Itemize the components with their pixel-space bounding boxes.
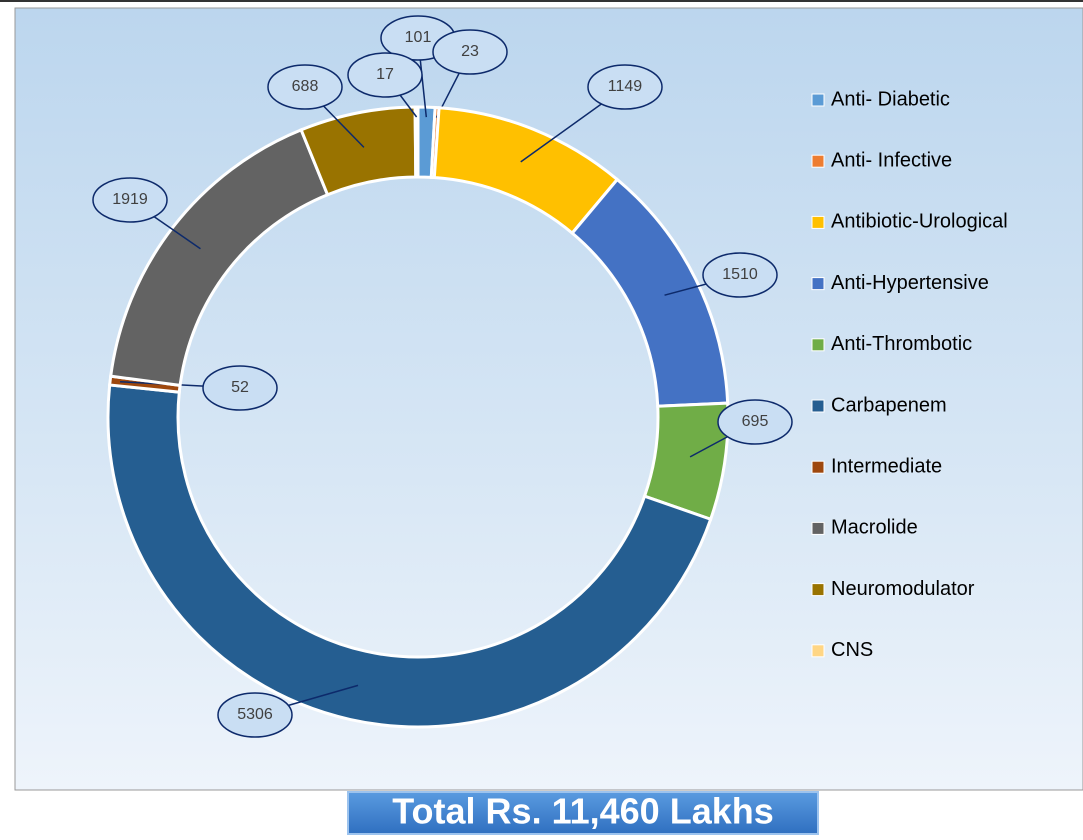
legend-label: CNS [831, 639, 873, 661]
legend-swatch [811, 154, 825, 168]
slice [106, 383, 713, 729]
data-label: 5306 [237, 706, 273, 723]
legend-label: Intermediate [831, 455, 942, 477]
legend-label: Carbapenem [831, 394, 947, 416]
legend-label: Anti- Infective [831, 149, 952, 171]
slice [413, 105, 420, 179]
data-label: 52 [231, 379, 249, 396]
data-label: 1510 [722, 266, 758, 283]
label-callout [92, 177, 168, 223]
legend-label: Antibiotic-Urological [831, 211, 1008, 233]
legend-swatch [811, 399, 825, 413]
label-callout [717, 399, 793, 445]
label-callout [202, 365, 278, 411]
legend-swatch [811, 460, 825, 474]
legend-label: Neuromodulator [831, 578, 975, 600]
data-label: 1919 [112, 191, 148, 208]
legend-swatch [811, 93, 825, 107]
legend-label: Anti-Thrombotic [831, 333, 972, 355]
legend-label: Anti- Diabetic [831, 88, 950, 110]
legend-swatch [811, 215, 825, 229]
total-label: Total Rs. 11,460 Lakhs [392, 791, 774, 832]
legend-label: Macrolide [831, 517, 918, 539]
data-label: 101 [405, 29, 432, 46]
legend-swatch [811, 338, 825, 352]
data-label: 688 [292, 78, 319, 95]
legend-swatch [811, 277, 825, 291]
data-label: 1149 [608, 78, 643, 95]
legend-swatch [811, 521, 825, 535]
total-box [347, 791, 819, 835]
label-callout [702, 252, 778, 298]
label-callout [347, 52, 423, 98]
data-label: 23 [461, 43, 479, 60]
label-callout [432, 29, 508, 75]
data-label: 17 [376, 66, 394, 83]
legend-swatch [811, 583, 825, 597]
data-label: 695 [742, 413, 769, 430]
legend-label: Anti-Hypertensive [831, 272, 989, 294]
label-callout [587, 64, 663, 110]
label-callout [217, 692, 293, 738]
label-callout [267, 64, 343, 110]
legend-swatch [811, 644, 825, 658]
